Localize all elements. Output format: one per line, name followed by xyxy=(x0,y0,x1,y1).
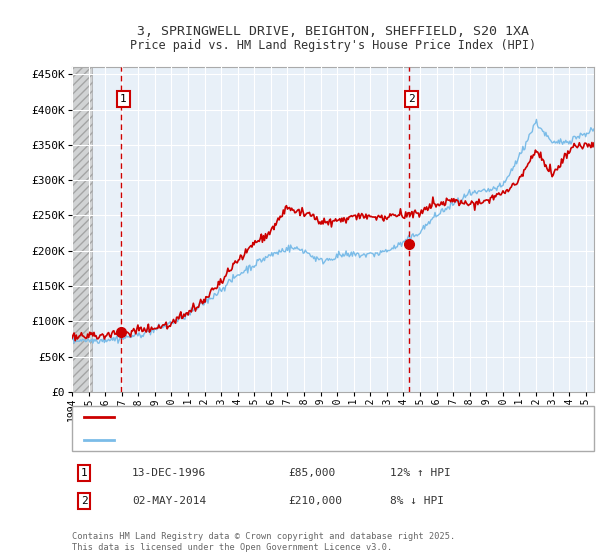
Text: 3, SPRINGWELL DRIVE, BEIGHTON, SHEFFIELD, S20 1XA (detached house): 3, SPRINGWELL DRIVE, BEIGHTON, SHEFFIELD… xyxy=(117,412,530,422)
Text: 1: 1 xyxy=(80,468,88,478)
Text: 1: 1 xyxy=(120,94,127,104)
Text: 13-DEC-1996: 13-DEC-1996 xyxy=(132,468,206,478)
Text: 8% ↓ HPI: 8% ↓ HPI xyxy=(390,496,444,506)
Text: £85,000: £85,000 xyxy=(288,468,335,478)
Text: 12% ↑ HPI: 12% ↑ HPI xyxy=(390,468,451,478)
Text: HPI: Average price, detached house, Sheffield: HPI: Average price, detached house, Shef… xyxy=(117,435,398,445)
Text: 02-MAY-2014: 02-MAY-2014 xyxy=(132,496,206,506)
Text: £210,000: £210,000 xyxy=(288,496,342,506)
Text: Price paid vs. HM Land Registry's House Price Index (HPI): Price paid vs. HM Land Registry's House … xyxy=(130,39,536,52)
Text: 2: 2 xyxy=(80,496,88,506)
Text: Contains HM Land Registry data © Crown copyright and database right 2025.
This d: Contains HM Land Registry data © Crown c… xyxy=(72,533,455,552)
Text: 2: 2 xyxy=(408,94,415,104)
Text: 3, SPRINGWELL DRIVE, BEIGHTON, SHEFFIELD, S20 1XA: 3, SPRINGWELL DRIVE, BEIGHTON, SHEFFIELD… xyxy=(137,25,529,38)
Bar xyxy=(72,67,92,392)
